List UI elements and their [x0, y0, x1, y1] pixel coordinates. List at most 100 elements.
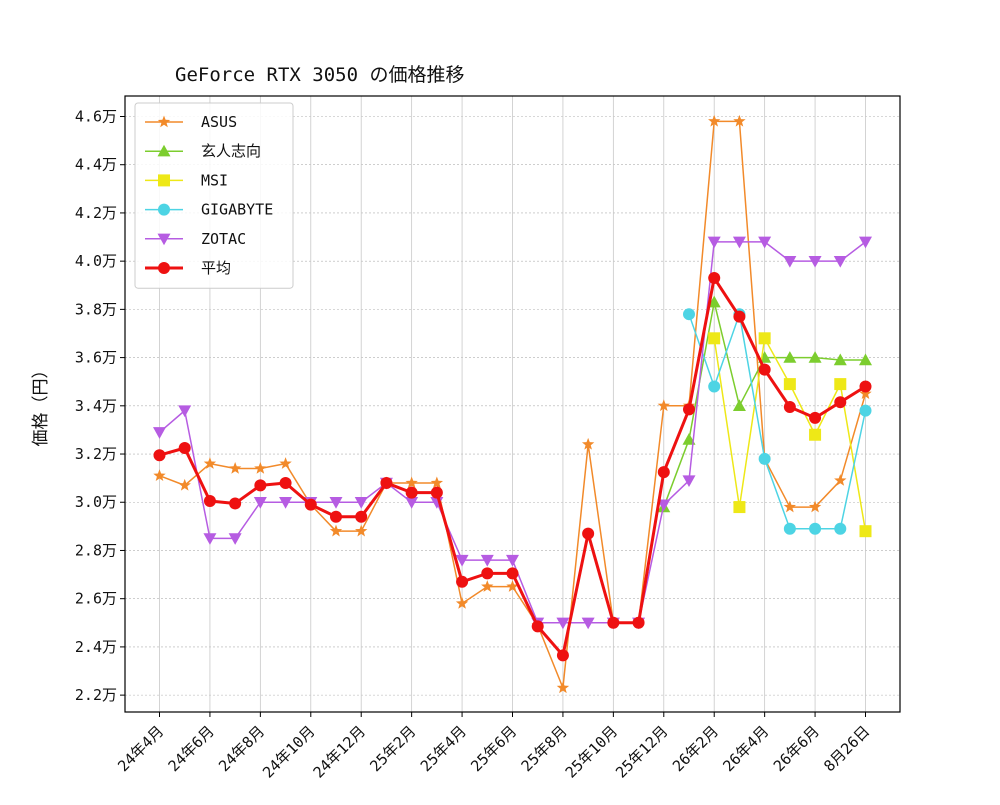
- data-point: [228, 533, 242, 545]
- chart-title: GeForce RTX 3050 の価格推移: [175, 64, 464, 86]
- data-point: [808, 255, 822, 268]
- data-point: [783, 522, 796, 535]
- data-point: [228, 461, 242, 474]
- legend-marker: [158, 174, 170, 187]
- data-point: [279, 476, 292, 489]
- data-point: [229, 497, 242, 510]
- y-tick-label: 4.2万: [75, 204, 117, 222]
- data-point: [708, 380, 721, 393]
- legend-marker: [158, 203, 170, 216]
- data-point: [480, 554, 494, 567]
- series-layer: [153, 114, 872, 694]
- y-axis-label: 価格（円）: [31, 362, 51, 447]
- data-point: [304, 498, 317, 511]
- legend-marker: [157, 115, 171, 128]
- data-point: [430, 476, 444, 489]
- data-point: [506, 580, 519, 592]
- data-point: [683, 403, 695, 416]
- data-point: [732, 399, 746, 412]
- y-tick-label: 4.0万: [75, 252, 117, 270]
- data-point: [456, 575, 469, 588]
- data-point: [455, 597, 469, 609]
- y-tick-label: 3.4万: [75, 397, 117, 415]
- data-point: [783, 255, 797, 268]
- data-point: [834, 522, 847, 535]
- data-point: [859, 236, 872, 249]
- data-point: [279, 457, 292, 469]
- y-tick-label: 2.4万: [75, 638, 117, 656]
- data-point: [859, 387, 872, 400]
- legend-label: ASUS: [201, 113, 237, 131]
- data-point: [203, 495, 216, 508]
- data-point: [380, 476, 393, 489]
- data-point: [607, 616, 620, 629]
- data-point: [783, 378, 796, 391]
- y-tick-label: 2.6万: [75, 590, 117, 608]
- data-point: [178, 405, 192, 418]
- y-tick-label: 4.6万: [75, 107, 117, 125]
- data-point: [859, 380, 872, 393]
- data-point: [708, 114, 721, 127]
- data-point: [203, 457, 217, 469]
- data-point: [657, 499, 671, 512]
- legend-label: GIGABYTE: [201, 201, 273, 219]
- data-point: [455, 554, 469, 567]
- y-tick-label: 3.2万: [75, 445, 117, 463]
- data-point: [657, 399, 670, 412]
- data-point: [682, 475, 696, 488]
- data-point: [531, 620, 544, 633]
- data-point: [783, 351, 797, 363]
- y-tick-label: 2.8万: [75, 541, 117, 559]
- data-point: [834, 396, 847, 409]
- legend-marker: [157, 144, 171, 157]
- data-point: [153, 449, 166, 462]
- data-point: [582, 527, 595, 540]
- legend-item: 平均: [145, 259, 231, 277]
- data-point: [732, 236, 746, 249]
- data-point: [657, 466, 670, 479]
- data-point: [783, 401, 796, 414]
- legend-item: ASUS: [145, 113, 237, 131]
- data-point: [329, 524, 343, 537]
- legend-marker: [157, 233, 171, 246]
- series-msi: [708, 332, 872, 538]
- data-point: [808, 351, 822, 363]
- data-point: [581, 437, 595, 450]
- data-point: [556, 617, 570, 630]
- data-point: [178, 442, 191, 454]
- data-point: [783, 500, 797, 513]
- y-tick-label: 3.6万: [75, 349, 117, 367]
- data-point: [279, 497, 293, 509]
- data-point: [708, 332, 721, 345]
- data-point: [253, 497, 267, 509]
- data-point: [733, 310, 746, 323]
- data-point: [733, 114, 746, 127]
- legend-label: MSI: [201, 171, 228, 189]
- data-point: [707, 236, 721, 249]
- data-point: [859, 353, 872, 366]
- legend-item: GIGABYTE: [145, 201, 273, 219]
- legend-item: MSI: [145, 171, 228, 189]
- legend-marker: [158, 262, 170, 274]
- data-point: [581, 617, 595, 630]
- data-point: [833, 353, 847, 366]
- data-point: [329, 497, 343, 509]
- data-point: [758, 332, 771, 345]
- legend-item: ZOTAC: [145, 230, 246, 248]
- y-tick-label: 2.2万: [75, 686, 117, 704]
- data-point: [758, 363, 771, 376]
- series-asus: [153, 114, 872, 694]
- data-point: [354, 497, 368, 509]
- data-point: [355, 524, 368, 537]
- legend: ASUS 玄人志向 MSI GIGABYTE ZOTAC 平均: [134, 102, 294, 289]
- data-point: [683, 308, 695, 321]
- data-point: [330, 510, 342, 523]
- series--: [657, 295, 872, 513]
- data-point: [405, 476, 418, 489]
- data-point: [254, 479, 267, 492]
- data-point: [556, 681, 570, 694]
- data-point: [556, 649, 569, 662]
- data-point: [153, 469, 166, 481]
- data-point: [153, 427, 166, 439]
